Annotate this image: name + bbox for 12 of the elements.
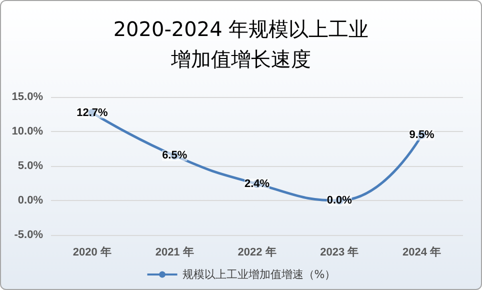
x-tick-label: 2024 年 [402, 246, 442, 258]
chart-title: 2020-2024 年规模以上工业增加值增长速度 [113, 17, 369, 71]
x-tick-label: 2021 年 [155, 246, 194, 258]
y-tick-label: 15.0% [12, 91, 44, 103]
x-tick-label: 2022 年 [238, 246, 276, 258]
x-tick-label: 2023 年 [320, 246, 359, 258]
y-tick-label: 0.0% [18, 194, 44, 206]
legend-label: 规模以上工业增加值增速（%） [182, 268, 336, 281]
y-tick-label: 10.0% [12, 126, 44, 138]
y-tick-label: 5.0% [18, 160, 44, 172]
x-tick-label: 2020 年 [72, 246, 112, 258]
y-tick-label: -5.0% [14, 229, 44, 241]
